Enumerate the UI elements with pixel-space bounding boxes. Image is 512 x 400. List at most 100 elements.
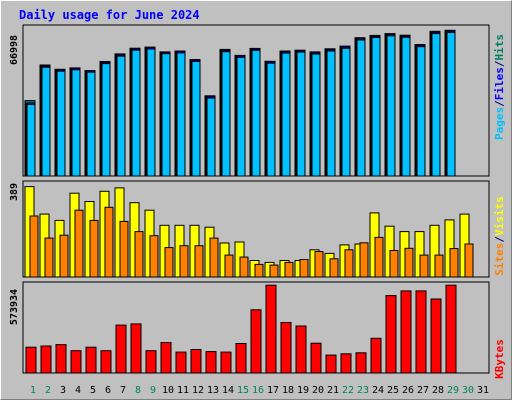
legend-hits-files-pages: Pages/Files/Hits [493,27,507,147]
pages-bar [206,97,216,177]
sites-bar [89,219,99,278]
x-tick-label: 9 [150,385,156,396]
x-tick-label: 3 [60,385,66,396]
legend-hits: Hits [493,34,506,61]
pages-bar [296,51,306,177]
x-tick-label: 23 [357,385,369,396]
x-tick-label: 20 [312,385,324,396]
y-tick-label: 66998 [9,35,20,65]
sites-bar [404,247,414,278]
pages-bar [191,61,201,177]
pages-bar [386,35,396,177]
kbytes-bar [295,325,307,374]
sites-bar [44,237,54,278]
legend-pages: Pages [493,106,506,140]
x-tick-label: 5 [90,385,96,396]
x-tick-label: 18 [282,385,294,396]
sites-bar [314,251,324,278]
sites-bar [29,215,39,278]
x-tick-label: 29 [447,385,459,396]
sites-bar [239,256,249,278]
pages-bar [401,36,411,177]
pages-bar [41,66,51,177]
kbytes-bar [205,351,217,374]
x-tick-label: 16 [252,385,264,396]
sites-bar [179,245,189,278]
sites-bar [374,236,384,278]
kbytes-bar [55,344,67,374]
sites-bar [74,209,84,278]
legend-kbytes-label: KBytes [493,339,506,379]
sites-bar [449,248,459,278]
x-tick-label: 13 [207,385,219,396]
kbytes-bar [70,350,82,374]
kbytes-bar [370,337,382,374]
kbytes-bar [355,352,367,374]
x-tick-label: 25 [387,385,399,396]
x-tick-label: 10 [162,385,174,396]
kbytes-bar [415,290,427,374]
pages-bar [221,51,231,177]
pages-bar [326,50,336,177]
sites-bar [224,254,234,278]
sites-bar [134,231,144,278]
x-tick-label: 2 [45,385,51,396]
kbytes-bar [265,284,277,374]
legend-separator: / [493,236,506,243]
kbytes-bar [25,346,37,374]
x-tick-label: 24 [372,385,384,396]
pages-bar [251,49,261,177]
pages-bar [176,52,186,177]
kbytes-bar [445,284,457,374]
pages-bar [161,53,171,177]
x-tick-label: 30 [462,385,474,396]
kbytes-bar [400,290,412,374]
kbytes-bar [130,323,142,374]
legend-visits-sites: Sites/Visits [493,186,507,286]
legend-sites: Sites [493,242,506,276]
sites-bar [209,237,219,278]
pages-bar [131,49,141,177]
legend-visits: Visits [493,196,506,236]
sites-bar [119,220,129,278]
legend-separator: / [493,60,506,68]
y-tick-label: 389 [9,183,20,201]
pages-bar [281,52,291,177]
chart-title: Daily usage for June 2024 [19,8,200,22]
pages-bar [56,70,66,177]
pages-bar [356,39,366,177]
kbytes-bar [85,346,97,374]
kbytes-bar [190,349,202,374]
kbytes-bar [430,298,442,374]
x-tick-label: 17 [267,385,279,396]
pages-bar [26,104,36,177]
sites-bar [194,245,204,278]
kbytes-bar [160,342,172,374]
pages-bar [341,47,351,177]
x-tick-label: 6 [105,385,111,396]
x-tick-label: 14 [222,385,234,396]
sites-bar [269,264,279,278]
x-tick-label: 8 [135,385,141,396]
x-tick-label: 12 [192,385,204,396]
kbytes-bar [385,295,397,374]
kbytes-bar [280,322,292,374]
x-tick-label: 22 [342,385,354,396]
x-tick-label: 27 [417,385,429,396]
x-tick-label: 19 [297,385,309,396]
x-tick-label: 26 [402,385,414,396]
pages-bar [146,48,156,177]
sites-bar [464,243,474,278]
pages-bar [416,46,426,177]
pages-bar [311,53,321,177]
sites-bar [344,249,354,278]
sites-bar [104,206,114,278]
sites-bar [164,247,174,278]
pages-bar [86,71,96,177]
pages-bar [371,37,381,177]
x-tick-label: 11 [177,385,189,396]
kbytes-bar [235,343,247,374]
kbytes-bar [220,351,232,374]
pages-bar [116,55,126,177]
